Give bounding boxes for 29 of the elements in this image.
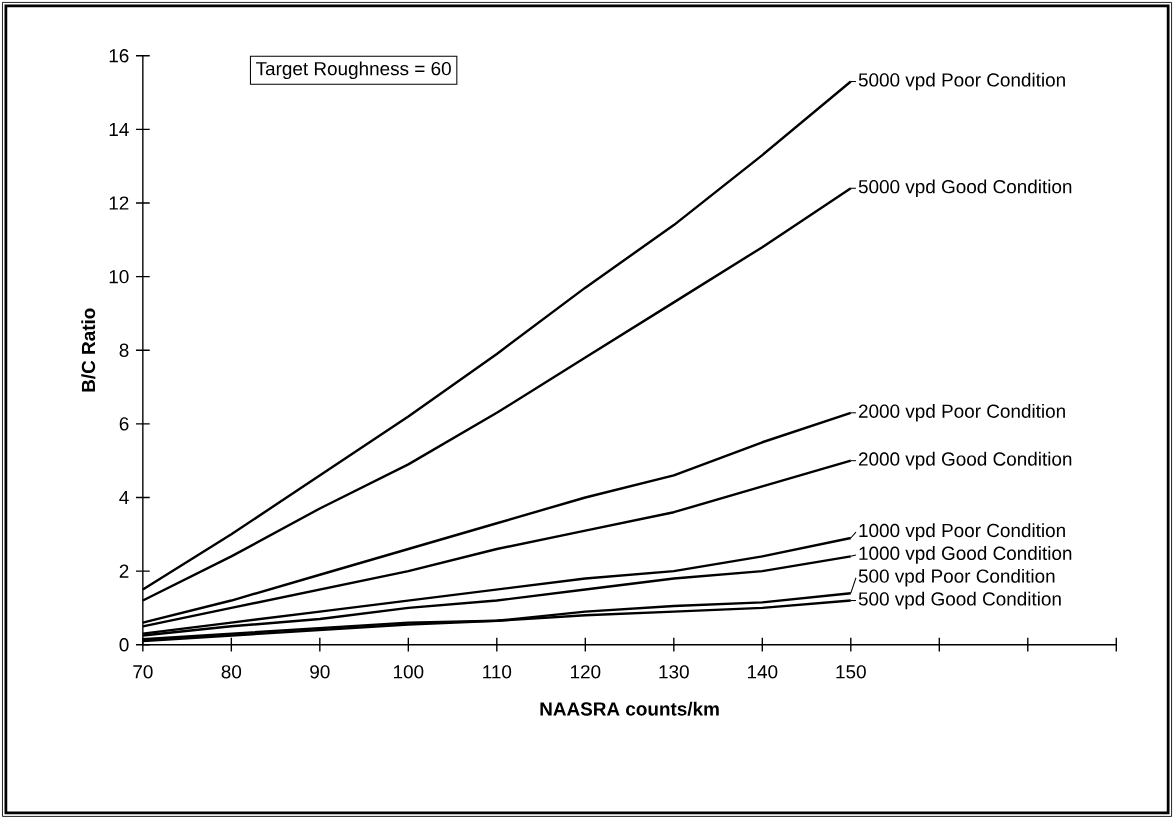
x-tick-label: 80 (221, 665, 242, 679)
legend-label: 2000 vpd Poor Condition (858, 404, 1065, 422)
y-tick-label: 16 (109, 49, 129, 63)
legend-label: 500 vpd Poor Condition (858, 568, 1055, 587)
y-tick-label: 10 (109, 270, 129, 284)
x-tick-label: 130 (659, 665, 689, 679)
legend-label: 1000 vpd Good Condition (859, 546, 1072, 564)
y-tick-label: 4 (119, 491, 129, 505)
x-tick-label: 90 (310, 665, 330, 679)
y-axis-title: B/C Ratio (81, 308, 96, 392)
annotation: Target Roughness = 60 (256, 61, 451, 80)
legend-label: 1000 vpd Poor Condition (859, 523, 1065, 541)
legend-label: 500 vpd Good Condition (858, 591, 1061, 610)
x-tick-label: 110 (483, 665, 512, 679)
y-tick-label: 12 (109, 196, 129, 210)
x-axis-title: NAASRA counts/km (540, 701, 719, 716)
x-tick-label: 140 (747, 665, 778, 679)
y-tick-label: 8 (119, 343, 129, 357)
legend-label: 2000 vpd Good Condition (858, 451, 1072, 470)
x-tick-label: 70 (133, 665, 153, 679)
legend-label: 5000 vpd Poor Condition (858, 72, 1065, 91)
x-tick-label: 100 (393, 665, 424, 679)
y-tick-label: 0 (119, 638, 129, 652)
y-tick-label: 2 (119, 564, 129, 578)
x-tick-label: 150 (836, 665, 866, 679)
legend-label: 5000 vpd Good Condition (858, 179, 1072, 198)
x-tick-label: 120 (570, 665, 601, 679)
y-tick-label: 14 (109, 122, 129, 136)
y-tick-label: 6 (119, 417, 129, 431)
